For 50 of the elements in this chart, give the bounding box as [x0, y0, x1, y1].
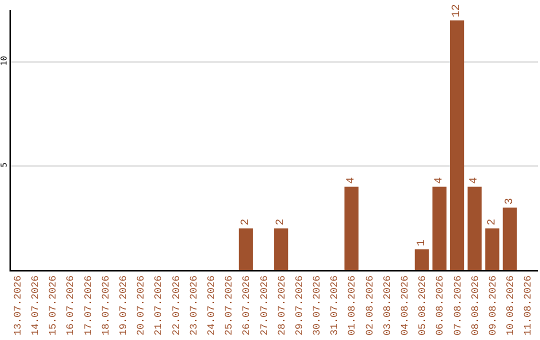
x-tick-label: 28.07.2026	[277, 276, 288, 336]
x-tick-label: 15.07.2026	[48, 276, 60, 336]
data-label: 1	[416, 239, 428, 246]
x-tick-label: 31.07.2026	[330, 276, 342, 336]
x-tick-label: 23.07.2026	[189, 276, 200, 336]
data-label: 3	[504, 198, 516, 205]
x-tick-label: 10.08.2026	[506, 276, 518, 336]
data-label: 4	[433, 176, 446, 184]
bar	[502, 208, 517, 270]
data-label: 2	[275, 218, 288, 226]
x-tick-label: 01.08.2026	[348, 276, 359, 336]
x-tick-label: 13.07.2026	[13, 276, 24, 336]
x-tick-label: 21.07.2026	[154, 276, 166, 336]
bar	[432, 186, 446, 270]
x-tick-label: 26.07.2026	[242, 276, 254, 336]
y-tick-label: 5	[0, 162, 8, 168]
bar	[238, 228, 253, 270]
x-tick-label: 14.07.2026	[31, 276, 42, 336]
x-tick-label: 22.07.2026	[172, 276, 183, 336]
data-label: 4	[345, 176, 358, 184]
bar	[468, 186, 482, 270]
x-tick-label: 06.08.2026	[436, 276, 447, 336]
x-tick-label: 18.07.2026	[101, 276, 112, 336]
bar	[414, 249, 429, 270]
x-tick-label: 27.07.2026	[260, 276, 271, 336]
data-label: 12	[451, 4, 464, 18]
x-tick-label: 16.07.2026	[66, 276, 78, 336]
x-tick-label: 29.07.2026	[294, 276, 306, 336]
data-label: 2	[240, 218, 252, 226]
x-tick-label: 11.08.2026	[524, 276, 535, 336]
x-tick-label: 07.08.2026	[453, 276, 464, 336]
x-tick-label: 19.07.2026	[118, 276, 130, 336]
bar	[274, 228, 288, 270]
x-tick-label: 24.07.2026	[206, 276, 218, 336]
x-tick-label: 02.08.2026	[365, 276, 376, 336]
x-tick-label: 30.07.2026	[312, 276, 324, 336]
x-tick-label: 20.07.2026	[136, 276, 148, 336]
x-tick-label: 05.08.2026	[418, 276, 430, 336]
data-label: 2	[486, 218, 498, 226]
x-tick-label: 08.08.2026	[470, 276, 482, 336]
x-tick-label: 03.08.2026	[382, 276, 394, 336]
bar	[344, 186, 359, 270]
y-tick-label: 10	[0, 56, 8, 66]
x-tick-label: 17.07.2026	[84, 276, 95, 336]
x-tick-label: 09.08.2026	[488, 276, 500, 336]
bar	[485, 228, 500, 270]
data-label: 4	[468, 176, 481, 184]
x-tick-label: 25.07.2026	[224, 276, 236, 336]
bar	[450, 20, 464, 270]
x-tick-label: 04.08.2026	[400, 276, 412, 336]
